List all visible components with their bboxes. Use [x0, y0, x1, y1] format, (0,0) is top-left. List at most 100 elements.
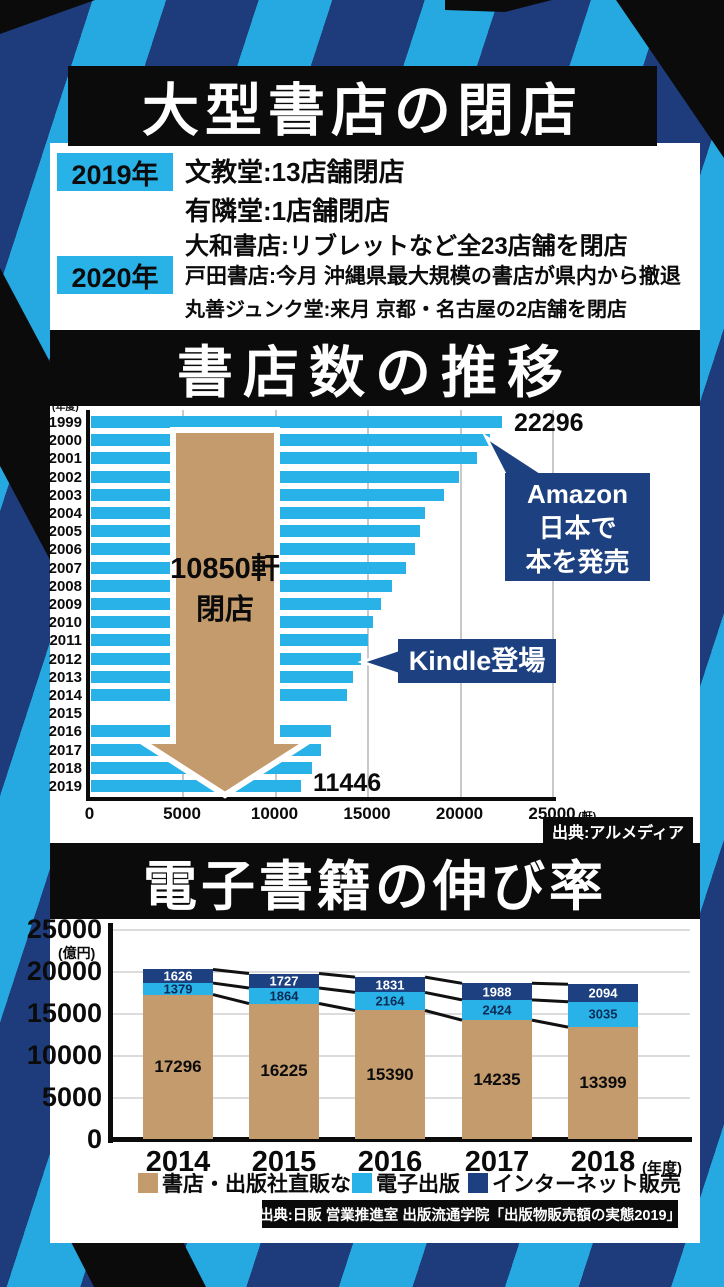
chart1-bar-2017 [91, 743, 322, 756]
chart1-year-label: 2005 [48, 523, 82, 541]
chart2-y-tick: 20000 [26, 956, 102, 986]
legend-item-3: インターネット販売 [468, 1168, 681, 1198]
chart2-segment-電子出版-2017 [462, 999, 532, 1021]
chart2-segment-value: 2424 [482, 1002, 512, 1018]
chart1-gridline [552, 410, 554, 799]
chart2-segment-value: 2164 [375, 993, 405, 1009]
chart1-bar-2004 [91, 507, 426, 519]
closure-arrow-label-line2: 閉店 [195, 594, 254, 626]
chart1-bar-2016 [91, 725, 331, 738]
chart1-year-label: 2018 [48, 759, 82, 777]
chart1-x-tick: 5000 [163, 804, 201, 823]
chart1-bar-2003 [91, 488, 445, 501]
chart2-segment-value: 17296 [154, 1056, 202, 1076]
section-title-bookstore-trend: 書店数の推移 [50, 330, 700, 406]
chart2-segment-書店・出版社直販など-2017 [462, 1020, 532, 1139]
chart2-segment-電子出版-2018 [568, 1001, 638, 1028]
legend-swatch [468, 1173, 488, 1193]
chart2-segment-書店・出版社直販など-2014 [143, 994, 213, 1139]
chart2-year-label: 2017 [464, 1146, 530, 1178]
section-title-ebook-growth: 電子書籍の伸び率 [50, 843, 700, 919]
chart1-year-label: 2017 [48, 741, 82, 759]
chart2-segment-value: 13399 [579, 1073, 627, 1093]
chart2-segment-電子出版-2015 [249, 987, 319, 1004]
source-almedia: 出典:アルメディア [543, 817, 693, 844]
chart2-y-tick: 10000 [26, 1040, 102, 1070]
chart2-year-label: 2018 [570, 1146, 636, 1178]
legend-swatch [138, 1173, 158, 1193]
chart2-year-label: 2014 [145, 1146, 211, 1178]
chart1-bar-2002 [91, 470, 459, 483]
chart2-segment-value: 14235 [473, 1069, 521, 1089]
chart1-x-tick: 10000 [250, 804, 299, 823]
legend-label: 電子出版 [376, 1173, 460, 1196]
chart1-year-label: 2016 [48, 723, 82, 741]
chart2-segment-value: 1864 [269, 988, 299, 1004]
value-label-2019: 11446 [313, 769, 382, 797]
kindle-callout: Kindle登場 [398, 639, 556, 683]
legend-label: 書店・出版社直販など [162, 1173, 372, 1196]
chart2-segment-value: 15390 [366, 1064, 414, 1084]
source-nippan: 出典:日販 営業推進室 出版流通学院「出版物販売額の実態2019」 [259, 1200, 681, 1228]
chart1-bar-2000 [91, 434, 491, 447]
chart1-year-label: 1999 [48, 414, 82, 431]
chart1-year-label: 2015 [48, 705, 82, 723]
closure-item: 丸善ジュンク堂:来月 京都・名古屋の2店舗を閉店 [185, 299, 627, 321]
chart1-year-label: 2012 [48, 650, 82, 668]
chart2-y-tick: 25000 [26, 914, 102, 944]
legend-label: インターネット販売 [492, 1173, 681, 1196]
chart2-segment-インターネット販売-2014 [143, 969, 213, 984]
chart1-bar-2012 [91, 652, 362, 665]
chart1-year-label: 2003 [48, 486, 82, 504]
chart2-segment-書店・出版社直販など-2015 [249, 1003, 319, 1139]
chart2-segment-value: 1831 [375, 977, 405, 993]
chart1-y-axis [86, 410, 90, 801]
chart1-x-tick: 0 [84, 804, 95, 823]
chart2-y-unit: (億円) [58, 945, 96, 961]
chart1-bar-2019 [91, 780, 302, 792]
chart2-segment-value: 3035 [588, 1006, 618, 1022]
chart2-segment-電子出版-2014 [143, 983, 213, 995]
chart1-year-label: 2002 [48, 468, 82, 486]
chart1-x-axis [86, 797, 556, 801]
chart1-year-label: 2004 [48, 505, 82, 522]
chart2-year-label: 2016 [357, 1146, 423, 1178]
chart2-segment-value: 1626 [163, 968, 193, 984]
chart1-year-label: 2006 [48, 541, 82, 559]
chart1-axis-unit: (年度) [52, 402, 79, 413]
closure-arrow-label-line1: 10850軒 [170, 553, 280, 585]
chart2-segment-value: 2094 [588, 985, 618, 1001]
chart2-y-tick: 15000 [26, 998, 102, 1028]
chart2-year-label: 2015 [251, 1146, 317, 1178]
chart1-year-label: 2019 [48, 778, 82, 795]
page-title: 大型書店の閉店 [142, 79, 583, 143]
value-label-1999: 22296 [514, 409, 584, 437]
chart2-x-axis [108, 1137, 692, 1142]
chart2-gridline [108, 929, 690, 931]
chart1-bar-2001 [91, 452, 477, 465]
chart1-year-label: 2001 [48, 450, 82, 468]
chart2-y-tick: 5000 [41, 1082, 102, 1112]
section-title-store-closures: 大型書店の閉店 [68, 66, 657, 146]
chart1-year-label: 2010 [48, 614, 82, 632]
chart2-segment-value: 1379 [163, 981, 193, 997]
chart1-year-label: 2013 [48, 668, 82, 686]
chart1-bar-2005 [91, 525, 420, 538]
chart2-segment-インターネット販売-2018 [568, 984, 638, 1002]
chart2-segment-value: 1988 [482, 984, 512, 1000]
chart2-segment-書店・出版社直販など-2018 [568, 1027, 638, 1139]
chart1-bar-2011 [91, 634, 369, 647]
chart1-bar-2013 [91, 670, 353, 683]
chart2-segment-書店・出版社直販など-2016 [355, 1010, 425, 1139]
chart1-x-tick: 20000 [435, 804, 484, 823]
chart1-bar-2014 [91, 689, 348, 701]
chart1-year-label: 2011 [49, 632, 82, 650]
chart1-year-label: 2009 [48, 596, 82, 613]
chart2-segment-value: 1727 [269, 973, 299, 989]
chart2-x-suffix: (年度) [642, 1160, 682, 1177]
chart2-segment-インターネット販売-2016 [355, 977, 425, 993]
chart1-year-label: 2014 [48, 687, 82, 704]
closure-year-chip: 2020年 [57, 256, 173, 294]
legend-swatch [352, 1173, 372, 1193]
